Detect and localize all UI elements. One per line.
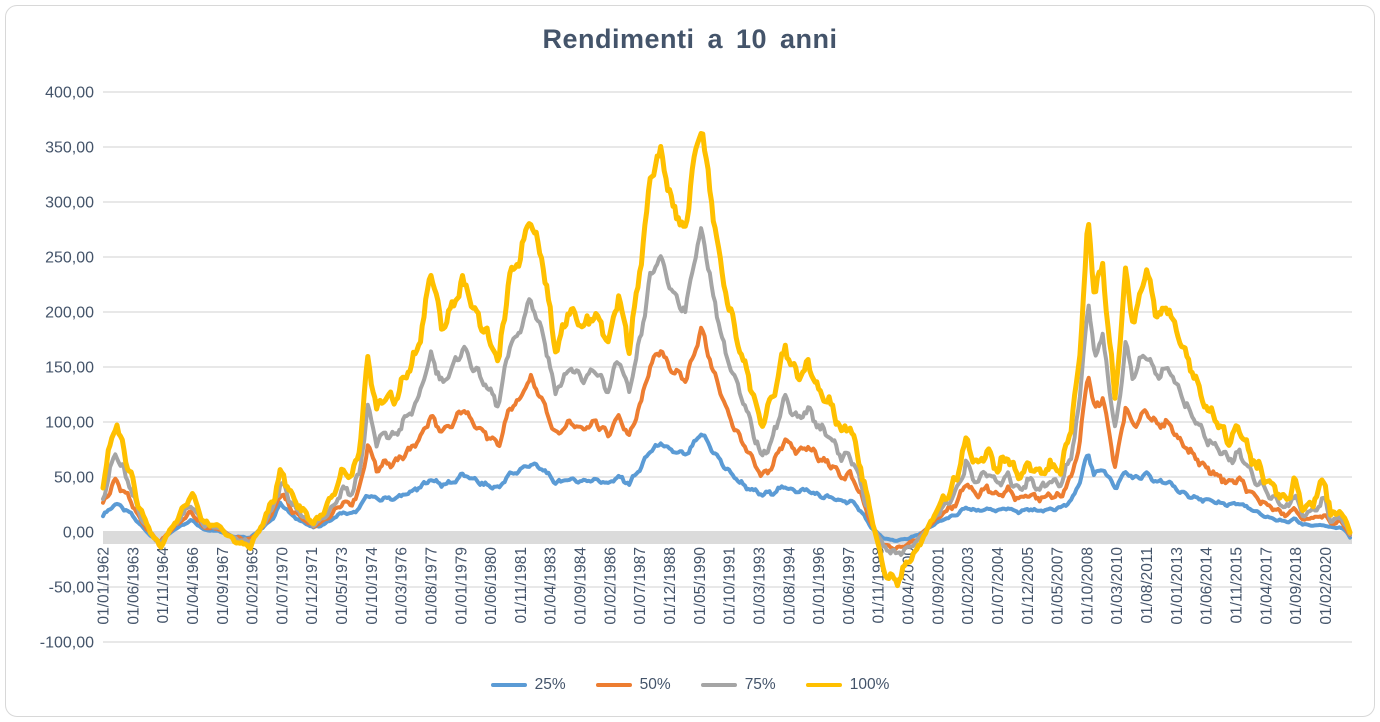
legend-label: 25% (534, 676, 566, 693)
x-tick-label: 01/09/2001 (930, 547, 947, 625)
x-tick-label: 01/11/2015 (1229, 547, 1246, 623)
legend-item-50%: 50% (595, 676, 671, 694)
x-tick-label: 01/11/1964 (155, 547, 172, 624)
y-tick-label: -100,00 (40, 635, 94, 652)
x-tick-label: 01/04/2000 (901, 547, 918, 625)
legend-item-75%: 75% (700, 676, 776, 694)
x-tick-label: 01/01/1962 (96, 547, 113, 625)
x-tick-label: 01/04/2017 (1258, 547, 1275, 625)
x-tick-label: 01/05/2007 (1050, 547, 1067, 625)
legend-label: 50% (639, 676, 671, 693)
x-tick-label: 01/02/2020 (1318, 547, 1335, 625)
x-tick-label: 01/01/1996 (811, 547, 828, 625)
x-tick-label: 01/10/2008 (1079, 547, 1096, 625)
x-tick-label: 01/05/1990 (692, 547, 709, 625)
x-tick-label: 01/11/1981 (513, 547, 530, 623)
y-tick-label: 50,00 (54, 470, 94, 487)
y-tick-label: 350,00 (45, 140, 94, 157)
x-tick-label: 01/07/1970 (274, 547, 291, 625)
legend-item-25%: 25% (490, 676, 566, 694)
x-tick-label: 01/06/1997 (841, 547, 858, 625)
x-tick-label: 01/07/2004 (990, 547, 1007, 625)
legend-label: 100% (849, 676, 890, 693)
series-line-100% (100, 131, 1353, 589)
y-tick-label: -50,00 (49, 580, 94, 597)
legend-swatch-icon (490, 682, 527, 688)
x-tick-label: 01/03/1993 (751, 547, 768, 625)
x-tick-label: 01/01/1979 (453, 547, 470, 625)
x-tick-label: 01/07/1987 (632, 547, 649, 625)
y-axis-tick-labels: 400,00 350,00 300,00 250,00 200,00 150,00 100,… (40, 85, 94, 652)
y-tick-label: 100,00 (45, 415, 94, 432)
x-tick-label: 01/08/2011 (1139, 547, 1156, 623)
chart-title: Rendimenti a 10 anni (542, 24, 838, 54)
x-tick-label: 01/10/1974 (364, 547, 381, 625)
x-tick-label: 01/04/1966 (185, 547, 202, 625)
x-tick-label: 01/09/1967 (215, 547, 232, 625)
x-tick-label: 01/02/1986 (602, 547, 619, 625)
legend-swatch-icon (700, 682, 737, 688)
x-tick-label: 01/09/1984 (573, 547, 590, 625)
y-tick-label: 400,00 (45, 85, 94, 102)
y-tick-label: 300,00 (45, 195, 94, 212)
zero-axis-band (103, 531, 1352, 544)
legend: 25% 50% 75% 100% (0, 676, 1380, 694)
y-tick-label: 150,00 (45, 360, 94, 377)
x-tick-label: 01/03/2010 (1109, 547, 1126, 625)
x-tick-label: 01/12/1971 (304, 547, 321, 625)
x-tick-label: 01/10/1991 (722, 547, 739, 625)
x-tick-label: 01/06/2014 (1199, 547, 1216, 625)
legend-label: 75% (744, 676, 776, 693)
x-tick-label: 01/06/1963 (125, 547, 142, 625)
legend-item-100%: 100% (805, 676, 890, 694)
x-tick-label: 01/02/1969 (245, 547, 262, 625)
x-tick-label: 01/01/2013 (1169, 547, 1186, 625)
x-tick-label: 01/08/1977 (424, 547, 441, 625)
y-tick-label: 250,00 (45, 250, 94, 267)
x-tick-label: 01/08/1994 (781, 547, 798, 625)
x-axis-tick-labels: 01/01/1962 01/06/1963 01/11/1964 01/04/1966… (96, 547, 1335, 625)
x-tick-label: 01/05/1973 (334, 547, 351, 625)
x-tick-label: 01/02/2003 (960, 547, 977, 625)
legend-swatch-icon (805, 682, 842, 688)
x-tick-label: 01/12/2005 (1020, 547, 1037, 625)
x-tick-label: 01/06/1980 (483, 547, 500, 625)
y-tick-label: 200,00 (45, 305, 94, 322)
x-tick-label: 01/12/1988 (662, 547, 679, 625)
y-tick-label: 0,00 (63, 525, 94, 542)
x-tick-label: 01/03/1976 (394, 547, 411, 625)
x-tick-label: 01/04/1983 (543, 547, 560, 625)
x-tick-label: 01/09/2018 (1288, 547, 1305, 625)
legend-swatch-icon (595, 682, 632, 688)
